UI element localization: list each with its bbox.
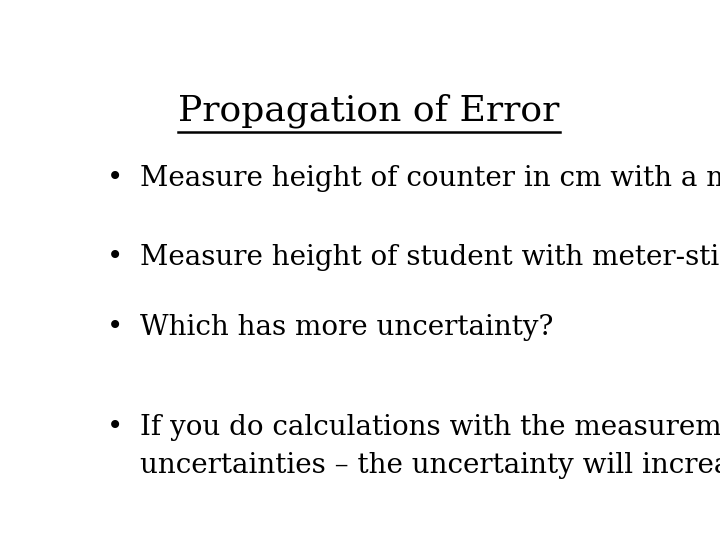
Text: Measure height of counter in cm with a meter-stick.: Measure height of counter in cm with a m… <box>140 165 720 192</box>
Text: Measure height of student with meter-stick.: Measure height of student with meter-sti… <box>140 244 720 271</box>
Text: Propagation of Error: Propagation of Error <box>179 94 559 129</box>
Text: •: • <box>107 314 123 341</box>
Text: •: • <box>107 414 123 441</box>
Text: Which has more uncertainty?: Which has more uncertainty? <box>140 314 554 341</box>
Text: •: • <box>107 165 123 192</box>
Text: •: • <box>107 244 123 271</box>
Text: If you do calculations with the measurements with
uncertainties – the uncertaint: If you do calculations with the measurem… <box>140 414 720 478</box>
